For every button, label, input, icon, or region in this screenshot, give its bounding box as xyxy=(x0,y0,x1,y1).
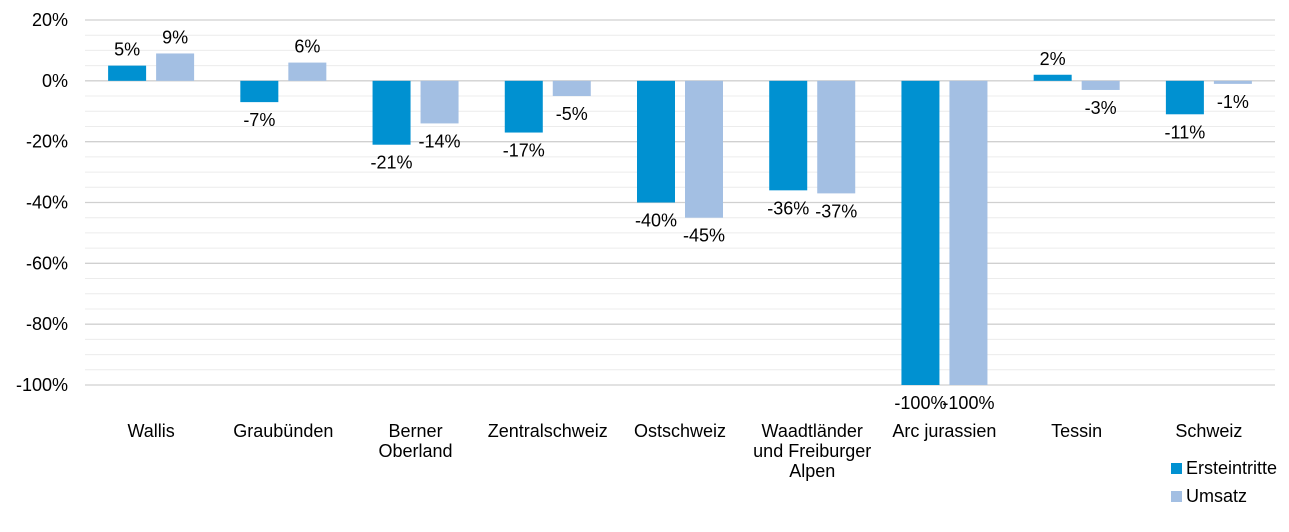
bar-umsatz xyxy=(420,80,459,124)
y-tick-label: -80% xyxy=(26,314,68,334)
data-label-umsatz: -3% xyxy=(1085,98,1117,118)
data-label-ersteintritte: -36% xyxy=(767,198,809,218)
data-label-ersteintritte: -7% xyxy=(243,110,275,130)
data-label-ersteintritte: 5% xyxy=(114,40,140,60)
y-tick-label: -40% xyxy=(26,193,68,213)
y-tick-label: -100% xyxy=(16,375,68,395)
bar-umsatz xyxy=(949,80,988,385)
x-category-label: Tessin xyxy=(1051,421,1102,441)
y-tick-label: -20% xyxy=(26,132,68,152)
data-label-ersteintritte: -17% xyxy=(503,141,545,161)
bar-umsatz xyxy=(552,80,591,97)
legend-item-umsatz: Umsatz xyxy=(1171,482,1277,510)
data-label-ersteintritte: -11% xyxy=(1165,122,1206,142)
x-category-label: und Freiburger xyxy=(753,441,871,461)
data-label-umsatz: -1% xyxy=(1217,92,1249,112)
y-tick-label: -60% xyxy=(26,253,68,273)
x-category-label: Ostschweiz xyxy=(634,421,726,441)
x-category-label: Arc jurassien xyxy=(892,421,996,441)
grid-lines xyxy=(85,19,1275,386)
bar-umsatz xyxy=(817,80,856,194)
x-category-label: Zentralschweiz xyxy=(488,421,608,441)
legend: Ersteintritte Umsatz xyxy=(1171,454,1277,510)
data-label-umsatz: -100% xyxy=(942,393,994,413)
legend-swatch-umsatz xyxy=(1171,490,1182,502)
x-category-label: Schweiz xyxy=(1175,421,1242,441)
data-labels: 5% 9% -7% 6% -21% -14% -17% -5% -40% -45% -36% -37%… xyxy=(114,27,1249,413)
bar-ersteintritte xyxy=(504,80,543,133)
data-label-umsatz: 9% xyxy=(162,27,188,47)
y-tick-label: 0% xyxy=(42,71,68,91)
bars xyxy=(108,53,1252,385)
legend-label-ersteintritte: Ersteintritte xyxy=(1186,457,1278,478)
y-axis-ticks: 20% 0% -20% -40% -60% -80% -100% xyxy=(16,10,68,395)
bar-ersteintritte xyxy=(637,80,675,203)
bar-ersteintritte xyxy=(1033,74,1072,81)
bar-ersteintritte xyxy=(240,80,279,103)
legend-item-ersteintritte: Ersteintritte xyxy=(1171,454,1277,482)
bar-ersteintritte xyxy=(108,65,147,81)
x-category-label: Oberland xyxy=(379,441,453,461)
bar-umsatz xyxy=(685,80,723,218)
data-label-ersteintritte: -100% xyxy=(894,393,946,413)
y-tick-label: 20% xyxy=(32,10,68,30)
legend-label-umsatz: Umsatz xyxy=(1186,485,1248,506)
data-label-umsatz: 6% xyxy=(294,37,320,57)
bar-ersteintritte xyxy=(372,80,411,145)
bar-umsatz xyxy=(156,53,195,81)
x-category-label: Waadtländer xyxy=(762,421,863,441)
x-category-label: Berner xyxy=(389,421,443,441)
bar-umsatz xyxy=(1213,80,1252,84)
data-label-umsatz: -37% xyxy=(815,201,857,221)
data-label-ersteintritte: -21% xyxy=(371,153,413,173)
bar-umsatz xyxy=(1081,80,1120,90)
bar-ersteintritte xyxy=(769,80,808,191)
bar-ersteintritte xyxy=(901,80,940,385)
data-label-umsatz: -5% xyxy=(556,104,588,124)
bar-umsatz xyxy=(288,62,327,81)
legend-swatch-ersteintritte xyxy=(1171,462,1182,474)
data-label-ersteintritte: 2% xyxy=(1040,49,1066,69)
x-category-label: Graubünden xyxy=(233,421,333,441)
data-label-umsatz: -45% xyxy=(683,226,725,246)
x-category-label: Wallis xyxy=(127,421,174,441)
x-category-label: Alpen xyxy=(789,461,835,481)
data-label-umsatz: -14% xyxy=(419,131,461,151)
data-label-ersteintritte: -40% xyxy=(635,211,677,231)
bar-ersteintritte xyxy=(1165,80,1204,115)
